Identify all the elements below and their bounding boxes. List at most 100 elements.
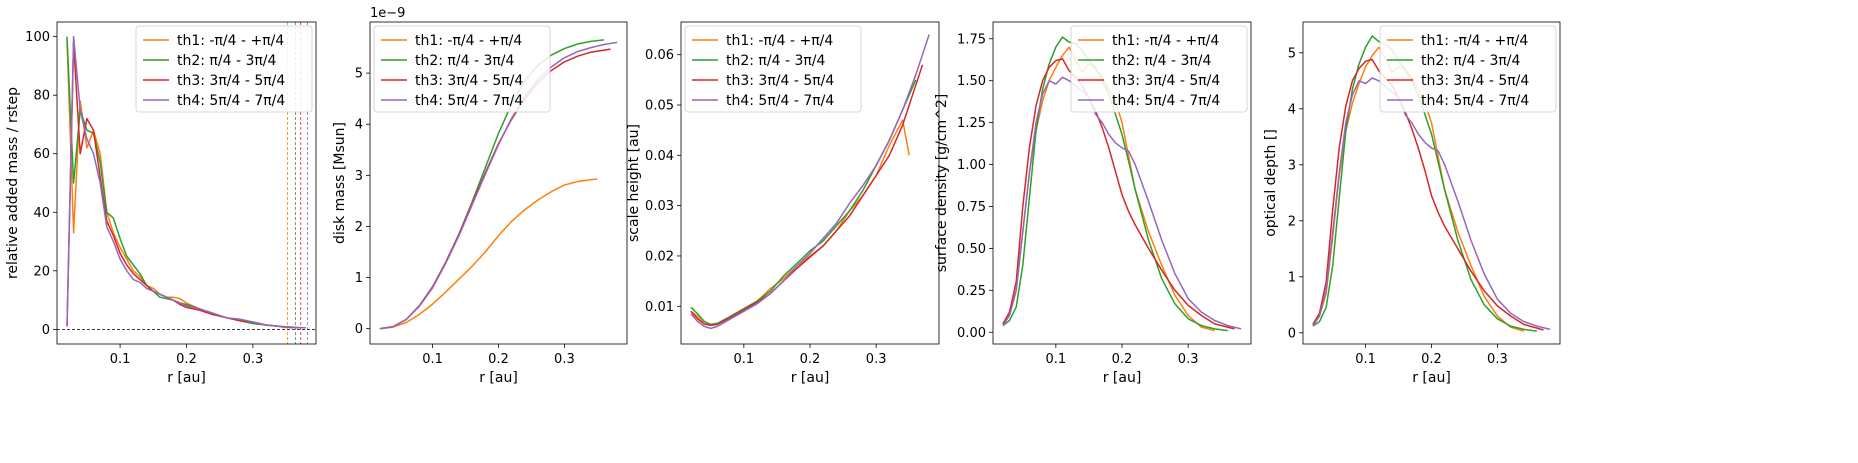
y-tick-label: 0 bbox=[355, 322, 363, 337]
y-tick-label: 4 bbox=[355, 118, 363, 133]
series-line-th1 bbox=[379, 178, 598, 330]
y-offset-text: 1e−9 bbox=[370, 6, 405, 21]
x-tick-label: 0.3 bbox=[1178, 352, 1199, 367]
y-tick-label: 0 bbox=[42, 323, 50, 338]
y-tick-label: 0.05 bbox=[645, 99, 674, 114]
y-tick-label: 20 bbox=[33, 264, 50, 279]
y-tick-label: 0.00 bbox=[957, 326, 986, 341]
y-tick-label: 60 bbox=[33, 147, 50, 162]
series-line-th4 bbox=[1312, 77, 1551, 331]
legend-entry-th2: th2: π/4 - 3π/4 bbox=[1421, 53, 1520, 69]
legend-box bbox=[1070, 25, 1248, 113]
x-tick-label: 0.3 bbox=[554, 352, 575, 367]
legend-entry-th3: th3: 3π/4 - 5π/4 bbox=[726, 73, 834, 89]
legend-box bbox=[373, 25, 551, 113]
y-tick-label: 1.50 bbox=[957, 74, 986, 89]
legend-entry-th4: th4: 5π/4 - 7π/4 bbox=[726, 93, 834, 109]
y-axis-label: scale height [au] bbox=[626, 124, 642, 242]
legend-entry-th2: th2: π/4 - 3π/4 bbox=[726, 53, 825, 69]
series-line-th4 bbox=[1002, 76, 1242, 330]
legend: th1: -π/4 - +π/4 th2: π/4 - 3π/4 th3: 3π/4… bbox=[373, 25, 551, 113]
y-tick-label: 2 bbox=[355, 220, 363, 235]
legend: th1: -π/4 - +π/4 th2: π/4 - 3π/4 th3: 3π/4… bbox=[684, 25, 862, 113]
legend-box bbox=[684, 25, 862, 113]
y-tick-label: 0.02 bbox=[645, 249, 674, 264]
y-tick-label: 1.75 bbox=[957, 32, 986, 47]
y-tick-label: 3 bbox=[1288, 158, 1296, 173]
x-axis-label: r [au] bbox=[167, 370, 206, 386]
x-axis-label: r [au] bbox=[1412, 370, 1451, 386]
y-tick-label: 40 bbox=[33, 206, 50, 221]
legend-entry-th3: th3: 3π/4 - 5π/4 bbox=[177, 73, 285, 89]
x-tick-label: 0.2 bbox=[1112, 352, 1133, 367]
legend-entry-th2: th2: π/4 - 3π/4 bbox=[415, 53, 514, 69]
x-tick-label: 0.1 bbox=[422, 352, 443, 367]
y-tick-label: 2 bbox=[1288, 214, 1296, 229]
series-line-th4 bbox=[379, 41, 618, 330]
legend-entry-th1: th1: -π/4 - +π/4 bbox=[177, 33, 284, 49]
y-axis-label: relative added mass / rstep bbox=[5, 87, 21, 279]
y-tick-label: 0.04 bbox=[645, 149, 674, 164]
y-tick-label: 4 bbox=[1288, 102, 1296, 117]
y-tick-label: 0 bbox=[1288, 326, 1296, 341]
legend-entry-th1: th1: -π/4 - +π/4 bbox=[1421, 33, 1528, 49]
y-tick-label: 5 bbox=[1288, 46, 1296, 61]
series-group bbox=[66, 35, 307, 329]
chart-panel-3: 0.1 0.2 0.3 0.01 0.02 0.03 0.04 0.05 0.06 r [au] s… bbox=[626, 21, 940, 386]
legend-box bbox=[135, 25, 313, 113]
y-axis-label: optical depth [] bbox=[1263, 129, 1279, 237]
y-tick-label: 80 bbox=[33, 89, 50, 104]
y-tick-label: 1.25 bbox=[957, 116, 986, 131]
series-line-th4 bbox=[690, 34, 930, 330]
legend-box bbox=[1379, 25, 1557, 113]
x-tick-label: 0.3 bbox=[866, 352, 887, 367]
chart-panel-2: 0.1 0.2 0.3 0 1 2 3 4 5 r [au] disk mass [Msun] 1e−… bbox=[332, 6, 628, 386]
series-line-th4 bbox=[66, 35, 307, 329]
legend-entry-th1: th1: -π/4 - +π/4 bbox=[726, 33, 833, 49]
y-tick-label: 0.25 bbox=[957, 284, 986, 299]
y-tick-label: 0.01 bbox=[645, 300, 674, 315]
y-tick-label: 5 bbox=[355, 67, 363, 82]
y-tick-label: 1 bbox=[1288, 270, 1296, 285]
legend-entry-th4: th4: 5π/4 - 7π/4 bbox=[415, 93, 523, 109]
y-tick-label: 0.50 bbox=[957, 242, 986, 257]
series-group bbox=[690, 34, 930, 330]
x-tick-label: 0.1 bbox=[1046, 352, 1067, 367]
x-tick-label: 0.2 bbox=[800, 352, 821, 367]
x-axis-label: r [au] bbox=[479, 370, 518, 386]
y-tick-label: 0.06 bbox=[645, 48, 674, 63]
x-tick-label: 0.3 bbox=[1487, 352, 1508, 367]
legend-entry-th3: th3: 3π/4 - 5π/4 bbox=[1112, 73, 1220, 89]
y-axis-label: surface density [g/cm^2] bbox=[934, 94, 950, 272]
x-tick-label: 0.1 bbox=[110, 352, 131, 367]
x-axis-label: r [au] bbox=[791, 370, 830, 386]
x-tick-label: 0.1 bbox=[1355, 352, 1376, 367]
legend-entry-th3: th3: 3π/4 - 5π/4 bbox=[1421, 73, 1529, 89]
chart-panel-4: 0.1 0.2 0.3 0.00 0.25 0.50 0.75 1.00 1.25 1.50 1.7… bbox=[934, 21, 1252, 386]
chart-panel-5: 0.1 0.2 0.3 0 1 2 3 4 5 r [au] optical depth [] th1… bbox=[1263, 21, 1561, 386]
legend: th1: -π/4 - +π/4 th2: π/4 - 3π/4 th3: 3π/4… bbox=[135, 25, 313, 113]
chart-panel-1: 0.1 0.2 0.3 0 20 40 60 80 100 r [au] relative adde… bbox=[5, 21, 317, 386]
legend-entry-th4: th4: 5π/4 - 7π/4 bbox=[1112, 93, 1220, 109]
legend: th1: -π/4 - +π/4 th2: π/4 - 3π/4 th3: 3π/4… bbox=[1379, 25, 1557, 113]
x-tick-label: 0.2 bbox=[488, 352, 509, 367]
y-tick-label: 1.00 bbox=[957, 158, 986, 173]
legend-entry-th2: th2: π/4 - 3π/4 bbox=[1112, 53, 1211, 69]
y-tick-label: 0.75 bbox=[957, 200, 986, 215]
legend-entry-th2: th2: π/4 - 3π/4 bbox=[177, 53, 276, 69]
x-tick-label: 0.2 bbox=[1421, 352, 1442, 367]
y-tick-label: 3 bbox=[355, 169, 363, 184]
x-tick-label: 0.2 bbox=[176, 352, 197, 367]
legend: th1: -π/4 - +π/4 th2: π/4 - 3π/4 th3: 3π/4… bbox=[1070, 25, 1248, 113]
x-tick-label: 0.1 bbox=[734, 352, 755, 367]
legend-entry-th4: th4: 5π/4 - 7π/4 bbox=[1421, 93, 1529, 109]
legend-entry-th1: th1: -π/4 - +π/4 bbox=[415, 33, 522, 49]
legend-entry-th3: th3: 3π/4 - 5π/4 bbox=[415, 73, 523, 89]
series-group bbox=[379, 39, 618, 330]
y-axis-label: disk mass [Msun] bbox=[332, 122, 348, 244]
x-tick-label: 0.3 bbox=[243, 352, 264, 367]
y-tick-label: 1 bbox=[355, 271, 363, 286]
series-line-th3 bbox=[690, 64, 924, 327]
legend-entry-th1: th1: -π/4 - +π/4 bbox=[1112, 33, 1219, 49]
